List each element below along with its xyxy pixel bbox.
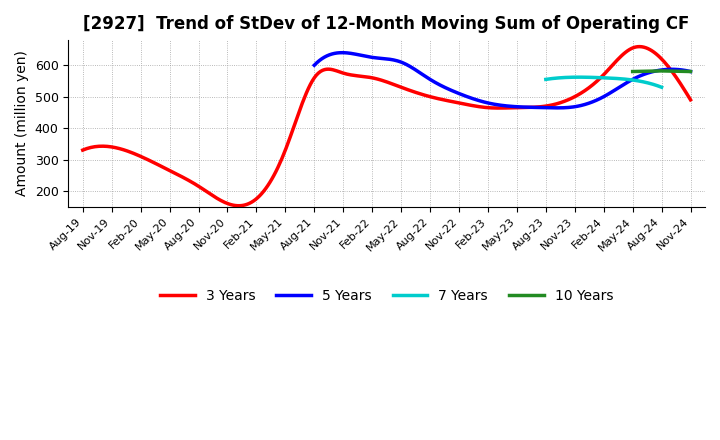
5 Years	[535, 105, 544, 110]
3 Years	[631, 44, 640, 50]
7 Years	[611, 76, 619, 81]
7 Years	[639, 79, 648, 84]
Title: [2927]  Trend of StDev of 12-Month Moving Sum of Operating CF: [2927] Trend of StDev of 12-Month Moving…	[84, 15, 690, 33]
7 Years	[657, 84, 666, 90]
3 Years	[78, 147, 87, 153]
3 Years	[593, 78, 601, 84]
5 Years	[654, 68, 662, 73]
5 Years	[534, 105, 543, 110]
3 Years	[81, 147, 89, 152]
5 Years	[629, 76, 638, 81]
5 Years	[553, 105, 562, 110]
Y-axis label: Amount (million yen): Amount (million yen)	[15, 51, 29, 196]
5 Years	[541, 105, 550, 110]
Line: 5 Years: 5 Years	[315, 53, 690, 108]
3 Years	[440, 97, 449, 103]
3 Years	[235, 203, 243, 209]
3 Years	[635, 44, 644, 49]
7 Years	[575, 74, 583, 80]
10 Years	[629, 69, 637, 74]
7 Years	[542, 77, 551, 82]
7 Years	[647, 81, 655, 86]
Line: 7 Years: 7 Years	[546, 77, 662, 87]
7 Years	[541, 77, 550, 82]
3 Years	[686, 97, 695, 103]
7 Years	[611, 76, 619, 81]
5 Years	[338, 50, 346, 55]
10 Years	[657, 68, 666, 73]
7 Years	[613, 76, 621, 81]
5 Years	[310, 62, 319, 68]
Line: 3 Years: 3 Years	[83, 47, 690, 206]
5 Years	[311, 61, 320, 66]
Legend: 3 Years, 5 Years, 7 Years, 10 Years: 3 Years, 5 Years, 7 Years, 10 Years	[155, 283, 618, 308]
10 Years	[686, 69, 695, 74]
3 Years	[452, 100, 461, 105]
5 Years	[686, 69, 695, 74]
Line: 10 Years: 10 Years	[633, 71, 690, 72]
3 Years	[442, 98, 451, 103]
